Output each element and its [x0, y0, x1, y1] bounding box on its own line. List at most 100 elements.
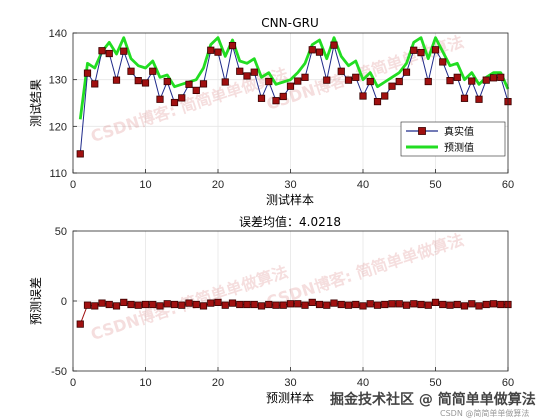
error-data-point — [344, 301, 353, 309]
actual-data-point — [489, 74, 498, 82]
actual-data-point — [149, 67, 157, 75]
error-data-point — [308, 298, 316, 307]
actual-data-point — [453, 73, 461, 81]
actual-data-point — [178, 94, 186, 102]
x-tick-label: 10 — [139, 179, 151, 191]
actual-data-point — [308, 46, 316, 54]
error-data-point — [265, 300, 273, 309]
y-tick-label: 0 — [61, 296, 67, 308]
legend-actual-label: 真实值 — [444, 125, 474, 138]
actual-data-point — [127, 67, 135, 75]
actual-data-point — [243, 72, 251, 80]
error-data-point — [199, 302, 208, 310]
actual-data-point — [460, 94, 469, 102]
error-data-point — [112, 302, 121, 310]
actual-data-point — [112, 76, 121, 84]
actual-data-point — [402, 68, 411, 76]
error-data-point — [214, 298, 222, 307]
error-data-point — [381, 300, 389, 309]
error-data-point — [431, 298, 440, 307]
actual-data-point — [228, 42, 237, 50]
actual-data-point — [105, 49, 113, 58]
actual-data-point — [330, 41, 338, 49]
x-tick-label: 50 — [429, 179, 441, 191]
x-tick-label: 40 — [357, 179, 369, 191]
error-data-point — [475, 302, 483, 310]
x-tick-label: 30 — [284, 377, 296, 389]
actual-data-point — [446, 77, 454, 85]
top-plot-series — [76, 36, 512, 158]
error-data-point — [352, 300, 360, 309]
actual-data-point — [265, 77, 273, 86]
top-plot-ylabel: 测试结果 — [28, 79, 43, 127]
actual-data-point — [185, 80, 193, 88]
bottom-plot-series — [76, 298, 512, 328]
actual-data-point — [156, 95, 164, 103]
error-data-point — [373, 301, 382, 309]
actual-data-point — [439, 58, 447, 66]
error-data-point — [250, 300, 258, 309]
actual-data-point — [98, 47, 106, 55]
error-data-point — [330, 299, 338, 307]
actual-data-point — [373, 98, 382, 106]
actual-data-point — [315, 48, 324, 56]
x-tick-label: 20 — [212, 377, 224, 389]
actual-data-point — [83, 69, 92, 77]
actual-data-point — [170, 98, 179, 107]
actual-data-point — [192, 86, 200, 94]
legend-actual-marker — [418, 127, 426, 135]
error-data-point — [446, 301, 454, 309]
error-data-point — [439, 300, 447, 309]
y-tick-label: 120 — [49, 121, 67, 133]
legend-pred-label: 预测值 — [444, 141, 474, 154]
error-data-point — [424, 301, 432, 309]
y-tick-label: 110 — [49, 168, 67, 180]
actual-data-point — [272, 97, 280, 105]
actual-data-point — [424, 77, 432, 86]
actual-data-point — [236, 67, 244, 75]
actual-data-point — [120, 47, 128, 55]
actual-data-point — [482, 76, 490, 84]
error-data-point — [460, 302, 469, 310]
bottom-plot-title: 误差均值：4.0218 — [239, 214, 341, 229]
actual-data-point — [134, 77, 142, 85]
top-plot-xlabel: 测试样本 — [266, 192, 314, 207]
error-data-point — [359, 302, 367, 310]
error-data-point — [410, 300, 418, 308]
error-data-point — [497, 300, 505, 309]
actual-data-point — [141, 79, 150, 87]
error-data-point — [91, 302, 99, 310]
y-tick-label: -50 — [51, 366, 67, 378]
actual-data-point — [214, 48, 222, 56]
footer-sub-text: CSDN @简简单单做算法 — [440, 408, 529, 418]
error-data-point — [127, 300, 135, 309]
error-data-point — [337, 300, 345, 309]
error-data-point — [257, 302, 266, 310]
error-data-point — [192, 300, 200, 309]
actual-data-point — [388, 82, 396, 90]
actual-data-point — [497, 73, 505, 81]
error-data-point — [301, 301, 309, 309]
actual-data-point — [257, 94, 266, 102]
actual-data-point — [468, 77, 476, 85]
error-data-point — [83, 301, 92, 309]
actual-data-point — [301, 73, 309, 81]
actual-data-point — [410, 46, 418, 54]
top-plot-title: CNN-GRU — [261, 16, 319, 30]
error-data-point — [482, 300, 490, 309]
actual-data-point — [352, 73, 360, 81]
actual-data-point — [417, 49, 425, 57]
actual-data-point — [250, 68, 258, 76]
footer-backdrop — [325, 386, 560, 420]
error-data-point — [76, 320, 84, 328]
error-data-point — [243, 300, 251, 309]
actual-data-point — [323, 76, 331, 84]
error-data-point — [134, 301, 142, 309]
x-tick-label: 0 — [70, 377, 76, 389]
footer-brand: 掘金技术社区 @ 简简单单做算法 CSDN @简简单单做算法 — [325, 386, 560, 420]
error-data-point — [120, 298, 128, 307]
x-tick-label: 20 — [212, 179, 224, 191]
error-data-point — [395, 300, 403, 308]
